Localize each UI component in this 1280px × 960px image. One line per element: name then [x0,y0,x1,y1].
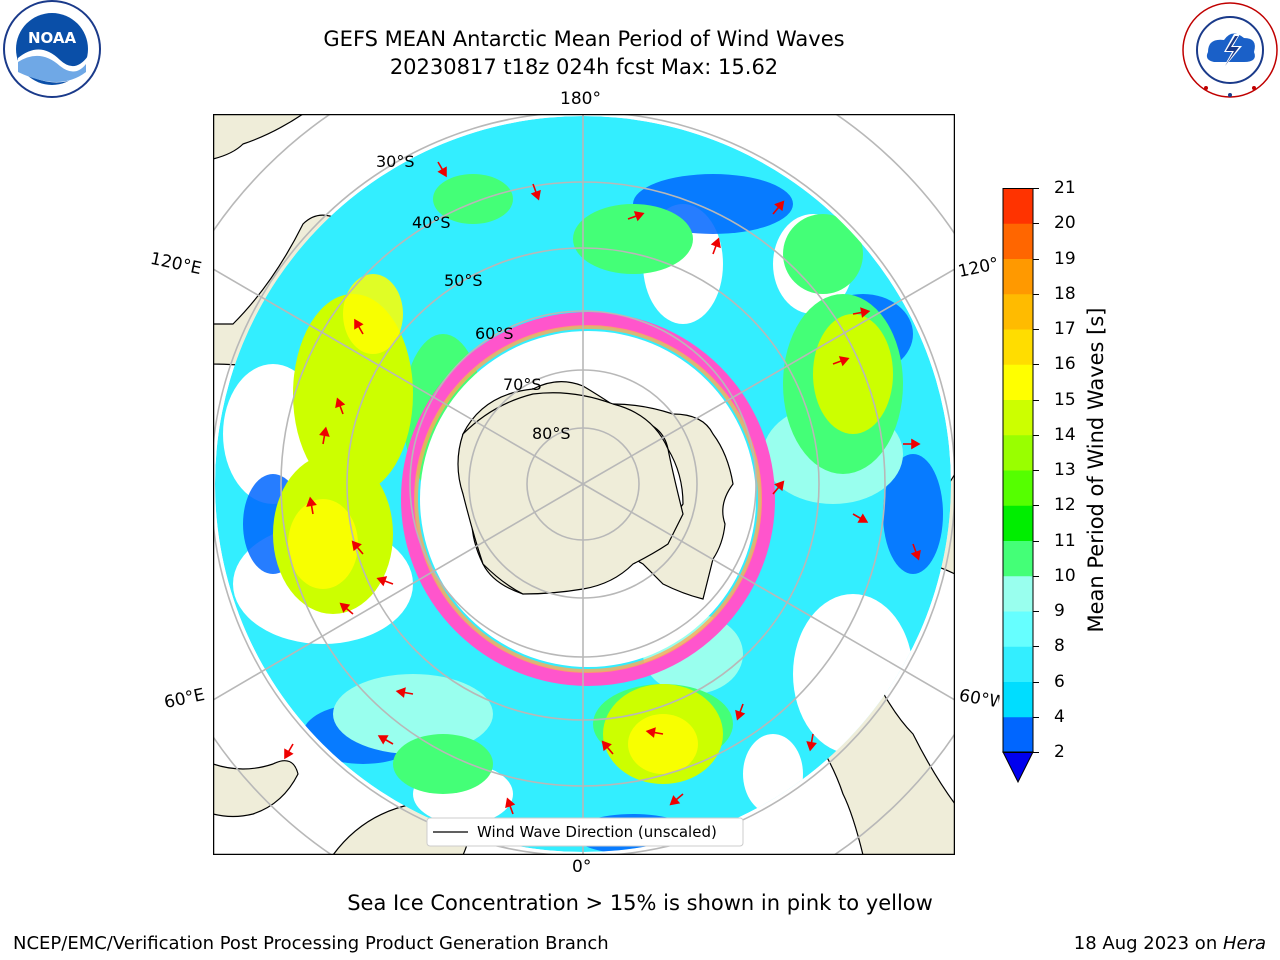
nws-logo [1178,0,1280,100]
colorbar-segment [1003,646,1033,682]
graticule [213,114,955,855]
colorbar-segment [1003,681,1033,718]
colorbar-tick [1033,505,1039,507]
lat-label-50s: 50°S [444,271,483,290]
colorbar-segment [1003,716,1033,753]
colorbar-tick [1033,364,1039,366]
footer-credit: NCEP/EMC/Verification Post Processing Pr… [13,933,609,954]
colorbar-tick [1033,716,1039,718]
colorbar-tick-label: 13 [1054,460,1076,480]
legend-label: Wind Wave Direction (unscaled) [477,823,717,841]
colorbar-segment [1003,540,1033,577]
lon-label-lower-left: 60°E [162,684,207,714]
colorbar-tick-label: 10 [1054,565,1076,586]
colorbar-segment [1003,223,1033,259]
colorbar-tick-label: 8 [1054,636,1065,657]
colorbar-tick [1033,575,1039,577]
colorbar-tick [1033,540,1039,542]
colorbar-tick [1033,329,1039,330]
colorbar-tick [1033,752,1039,753]
colorbar-tick [1033,399,1039,401]
colorbar-tick [1033,293,1039,295]
colorbar-tick-label: 4 [1054,706,1065,727]
lat-label-30s: 30°S [376,152,415,171]
map-legend: Wind Wave Direction (unscaled) [426,817,744,847]
colorbar-segment [1003,434,1033,471]
colorbar-tick [1033,681,1039,683]
colorbar-tick-label: 18 [1054,283,1076,304]
colorbar-tick-label: 16 [1054,354,1076,375]
wave-direction-arrows [284,161,921,815]
colorbar-under-arrow [1002,751,1034,784]
colorbar-segment [1003,364,1033,400]
colorbar-tick [1033,434,1039,436]
sea-ice-ring [401,312,775,686]
colorbar-tick [1033,646,1039,648]
lat-label-40s: 40°S [412,213,451,232]
colorbar-segment [1003,611,1033,647]
colorbar-segment [1003,258,1033,295]
colorbar-tick-label: 2 [1054,742,1065,762]
lon-label-bottom: 0° [572,857,592,877]
colorbar-segment [1003,505,1033,541]
colorbar-tick-label: 17 [1054,319,1076,339]
colorbar [1002,188,1034,784]
colorbar-tick-label: 6 [1054,671,1065,692]
colorbar-segment [1003,399,1033,436]
sea-ice-note: Sea Ice Concentration > 15% is shown in … [347,891,933,915]
chart-subtitle: 20230817 t18z 024h fcst Max: 15.62 [389,55,779,79]
noaa-logo: NOAA [0,0,106,100]
colorbar-tick-label: 15 [1054,389,1076,410]
footer-date: 18 Aug 2023 on Hera [1074,933,1266,954]
colorbar-segment [1003,293,1033,330]
colorbar-segment [1003,575,1033,612]
lat-label-60s: 60°S [475,324,514,343]
polar-map: Wind Wave Direction (unscaled) [213,114,955,855]
footer-date-text: 18 Aug 2023 on [1073,933,1223,954]
colorbar-tick-label: 9 [1054,601,1065,621]
lon-label-lower-right: 60°W [957,685,1001,713]
colorbar-tick-label: 12 [1054,495,1076,516]
colorbar-tick [1033,188,1039,189]
lon-label-upper-right: 120° [956,253,1001,283]
lon-label-top: 180° [560,89,601,109]
colorbar-tick-label: 20 [1054,213,1076,234]
chart-title: GEFS MEAN Antarctic Mean Period of Wind … [323,27,845,51]
svg-text:NOAA: NOAA [28,29,77,47]
colorbar-tick [1033,223,1039,225]
colorbar-tick-label: 19 [1054,248,1076,269]
lat-label-70s: 70°S [503,375,542,394]
footer-machine: Hera [1222,933,1266,954]
colorbar-label: Mean Period of Wind Waves [s] [1084,307,1108,633]
colorbar-tick [1033,611,1039,612]
lon-label-upper-left: 120°E [148,248,204,280]
colorbar-tick-label: 21 [1054,178,1076,198]
colorbar-tick-label: 14 [1054,424,1076,445]
colorbar-tick [1033,470,1039,471]
colorbar-segment [1003,329,1033,365]
colorbar-tick-label: 11 [1054,530,1076,551]
colorbar-segment [1003,470,1033,506]
lat-label-80s: 80°S [532,424,571,443]
colorbar-segment [1003,188,1033,224]
colorbar-tick [1033,258,1039,260]
